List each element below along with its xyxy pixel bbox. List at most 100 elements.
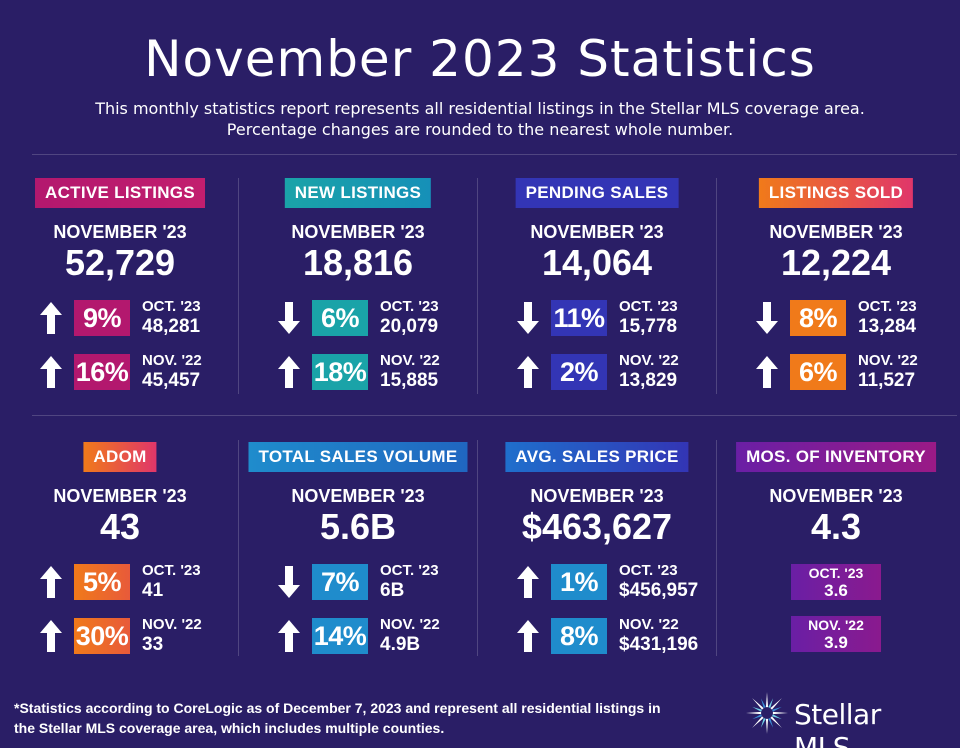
- comparison-period: NOV. '22: [142, 352, 202, 369]
- comparison-value: $431,196: [619, 634, 699, 655]
- comparison-prev-month: 5% OCT. '23 41: [2, 562, 238, 602]
- comparison-prev-year: 8% NOV. '22 $431,196: [479, 616, 715, 656]
- arrow-up-icon: [517, 356, 539, 388]
- top-divider: [32, 154, 957, 155]
- current-value: 18,816: [302, 242, 414, 283]
- comparison-prev-month: 7% OCT. '23 6B: [240, 562, 476, 602]
- inventory-prev-month: OCT. '23 3.6: [791, 564, 881, 600]
- arrow-up-icon: [278, 620, 300, 652]
- comparison-period: OCT. '23: [619, 298, 678, 315]
- comparison-value: 20,079: [380, 316, 439, 337]
- arrow-down-icon: [756, 302, 778, 334]
- comparison-prev-month: 6% OCT. '23 20,079: [240, 298, 476, 338]
- comparison-value: 11,527: [858, 370, 916, 391]
- stat-card-listings-sold: LISTINGS SOLD NOVEMBER '23 12,224 8% OCT. '2…: [718, 178, 954, 418]
- badge-pending-sales: PENDING SALES: [515, 178, 679, 208]
- subtitle-line-2: Percentage changes are rounded to the ne…: [226, 120, 734, 139]
- current-value: $463,627: [521, 506, 673, 547]
- page-title: November 2023 Statistics: [144, 30, 816, 88]
- comparison-period: NOV. '22: [858, 352, 918, 369]
- percent-change-badge: 14%: [312, 618, 368, 654]
- stat-card-total-sales-volume: TOTAL SALES VOLUME NOVEMBER '23 5.6B 7% OCT.…: [240, 442, 476, 682]
- footnote: *Statistics according to CoreLogic as of…: [14, 698, 744, 738]
- comparison-period: OCT. '23: [858, 298, 917, 315]
- comparison-prev-year: 6% NOV. '22 11,527: [718, 352, 954, 392]
- column-divider-4: [238, 440, 239, 656]
- month-label: NOVEMBER '23: [53, 222, 187, 242]
- percent-change-badge: 2%: [551, 354, 607, 390]
- footnote-line-2: the Stellar MLS coverage area, which inc…: [14, 720, 445, 736]
- percent-change-badge: 8%: [790, 300, 846, 336]
- current-value: 12,224: [780, 242, 892, 283]
- comparison-period: OCT. '23: [142, 298, 201, 315]
- inventory-period: OCT. '23: [808, 565, 864, 581]
- arrow-up-icon: [756, 356, 778, 388]
- comparison-prev-month: 9% OCT. '23 48,281: [2, 298, 238, 338]
- month-label: NOVEMBER '23: [291, 222, 425, 242]
- percent-change-badge: 5%: [74, 564, 130, 600]
- stat-card-adom: ADOM NOVEMBER '23 43 5% OCT. '23 41 30% NOV. '2…: [2, 442, 238, 682]
- comparison-prev-year: 2% NOV. '22 13,829: [479, 352, 715, 392]
- comparison-period: OCT. '23: [142, 562, 201, 579]
- month-label: NOVEMBER '23: [769, 222, 903, 242]
- comparison-period: OCT. '23: [380, 562, 439, 579]
- month-label: NOVEMBER '23: [530, 486, 664, 506]
- current-value: 5.6B: [319, 506, 397, 547]
- footnote-line-1: *Statistics according to CoreLogic as of…: [14, 700, 661, 716]
- badge-total-sales-volume: TOTAL SALES VOLUME: [248, 442, 468, 472]
- column-divider-1: [238, 178, 239, 394]
- comparison-value: 13,829: [619, 370, 678, 391]
- month-label: NOVEMBER '23: [291, 486, 425, 506]
- comparison-period: OCT. '23: [380, 298, 439, 315]
- month-label: NOVEMBER '23: [53, 486, 187, 506]
- inventory-value: 3.9: [824, 633, 848, 652]
- comparison-prev-year: 16% NOV. '22 45,457: [2, 352, 238, 392]
- inventory-prev-year: NOV. '22 3.9: [791, 616, 881, 652]
- inventory-value: 3.6: [824, 581, 848, 600]
- comparison-period: NOV. '22: [619, 616, 679, 633]
- arrow-down-icon: [278, 566, 300, 598]
- comparison-value: 15,778: [619, 316, 678, 337]
- arrow-up-icon: [40, 356, 62, 388]
- badge-mos-of-inventory: MOS. OF INVENTORY: [736, 442, 936, 472]
- percent-change-badge: 30%: [74, 618, 130, 654]
- stat-card-avg-sales-price: AVG. SALES PRICE NOVEMBER '23 $463,627 1% OC…: [479, 442, 715, 682]
- percent-change-badge: 1%: [551, 564, 607, 600]
- current-value: 43: [99, 506, 141, 547]
- stat-card-new-listings: NEW LISTINGS NOVEMBER '23 18,816 6% OCT. '23…: [240, 178, 476, 418]
- percent-change-badge: 18%: [312, 354, 368, 390]
- column-divider-3: [716, 178, 717, 394]
- comparison-value: 33: [142, 634, 164, 655]
- comparison-value: $456,957: [619, 580, 699, 601]
- arrow-up-icon: [517, 566, 539, 598]
- percent-change-badge: 6%: [312, 300, 368, 336]
- badge-avg-sales-price: AVG. SALES PRICE: [505, 442, 689, 472]
- stat-card-mos-of-inventory: MOS. OF INVENTORY NOVEMBER '23 4.3 OCT. '23…: [718, 442, 954, 682]
- comparison-value: 15,885: [380, 370, 439, 391]
- comparison-period: OCT. '23: [619, 562, 678, 579]
- comparison-value: 13,284: [858, 316, 917, 337]
- comparison-value: 48,281: [142, 316, 201, 337]
- star-burst-logo-icon: [746, 692, 788, 734]
- percent-change-badge: 6%: [790, 354, 846, 390]
- current-value: 14,064: [541, 242, 653, 283]
- stellar-mls-logo: Stellar MLS: [744, 688, 944, 748]
- percent-change-badge: 9%: [74, 300, 130, 336]
- badge-adom: ADOM: [83, 442, 157, 472]
- page-subtitle: This monthly statistics report represent…: [0, 98, 960, 140]
- stat-card-active-listings: ACTIVE LISTINGS NOVEMBER '23 52,729 9% OCT. …: [2, 178, 238, 418]
- month-label: NOVEMBER '23: [769, 486, 903, 506]
- comparison-value: 4.9B: [380, 634, 421, 655]
- comparison-prev-month: 11% OCT. '23 15,778: [479, 298, 715, 338]
- comparison-value: 45,457: [142, 370, 201, 391]
- column-divider-2: [477, 178, 478, 394]
- comparison-prev-year: 14% NOV. '22 4.9B: [240, 616, 476, 656]
- comparison-prev-month: 1% OCT. '23 $456,957: [479, 562, 715, 602]
- percent-change-badge: 11%: [551, 300, 607, 336]
- arrow-down-icon: [517, 302, 539, 334]
- arrow-up-icon: [40, 620, 62, 652]
- comparison-value: 6B: [380, 580, 405, 601]
- badge-listings-sold: LISTINGS SOLD: [758, 178, 914, 208]
- comparison-prev-month: 8% OCT. '23 13,284: [718, 298, 954, 338]
- badge-new-listings: NEW LISTINGS: [284, 178, 432, 208]
